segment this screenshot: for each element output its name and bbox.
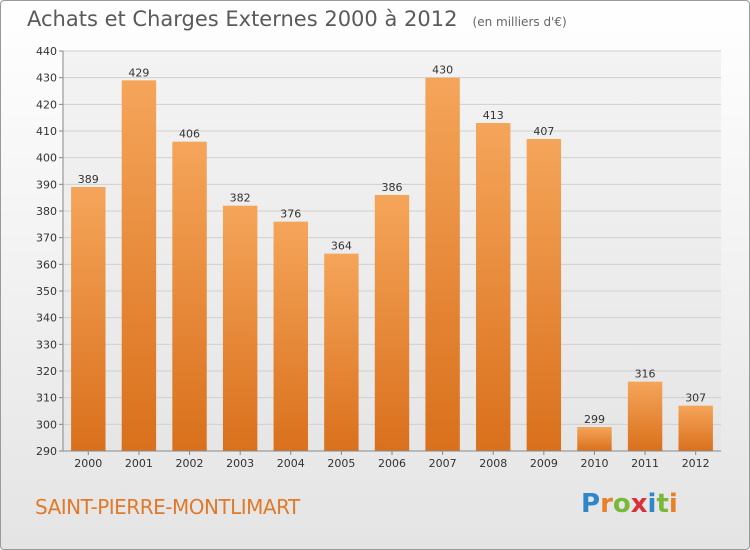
bar bbox=[324, 253, 359, 451]
logo-letter: i bbox=[647, 489, 657, 519]
chart-title: Achats et Charges Externes 2000 à 2012 bbox=[27, 7, 458, 31]
y-tick-label: 440 bbox=[36, 45, 57, 58]
y-tick-label: 350 bbox=[36, 285, 57, 298]
x-tick-label: 2004 bbox=[277, 457, 305, 470]
value-label: 389 bbox=[78, 173, 99, 186]
value-label: 430 bbox=[432, 64, 453, 77]
x-tick-label: 2011 bbox=[631, 457, 659, 470]
bar bbox=[526, 139, 562, 451]
bar bbox=[273, 221, 308, 451]
x-tick-label: 2009 bbox=[530, 457, 558, 470]
value-label: 407 bbox=[533, 125, 554, 138]
bar bbox=[374, 195, 410, 451]
x-tick-label: 2005 bbox=[327, 457, 355, 470]
bar bbox=[476, 123, 511, 451]
bar bbox=[172, 141, 207, 451]
logo-letter: i bbox=[668, 489, 678, 519]
x-tick-label: 2003 bbox=[226, 457, 254, 470]
value-label: 307 bbox=[685, 392, 706, 405]
value-label: 429 bbox=[128, 66, 149, 79]
x-axis: 2000 2001 2002 2003 2004 2005 2006 2007 2008 2009… bbox=[63, 450, 721, 470]
x-tick-label: 2012 bbox=[682, 457, 710, 470]
y-tick-label: 360 bbox=[36, 258, 57, 271]
y-tick-label: 420 bbox=[36, 98, 57, 111]
unit-label: (en milliers d'€) bbox=[472, 15, 567, 29]
y-tick-label: 400 bbox=[36, 152, 57, 165]
logo-letter: r bbox=[600, 489, 613, 519]
title-row: Achats et Charges Externes 2000 à 2012 (… bbox=[27, 7, 567, 31]
value-label: 364 bbox=[331, 240, 352, 253]
value-label: 316 bbox=[635, 368, 656, 381]
y-tick-label: 290 bbox=[36, 445, 57, 458]
value-labels: 389 429 406 382 376 364 386 430 413 407 299 316 307 bbox=[78, 64, 706, 426]
bar bbox=[627, 381, 663, 451]
x-tick-label: 2008 bbox=[479, 457, 507, 470]
value-label: 376 bbox=[280, 208, 301, 221]
y-tick-label: 310 bbox=[36, 392, 57, 405]
x-tick-label: 2006 bbox=[378, 457, 406, 470]
x-tick-label: 2001 bbox=[125, 457, 153, 470]
y-tick-label: 380 bbox=[36, 205, 57, 218]
y-tick-label: 410 bbox=[36, 125, 57, 138]
y-tick-label: 430 bbox=[36, 72, 57, 85]
value-label: 386 bbox=[382, 181, 403, 194]
value-label: 382 bbox=[230, 192, 251, 205]
logo-letter: x bbox=[630, 489, 648, 519]
logo-letter: P bbox=[581, 489, 601, 519]
x-tick-label: 2002 bbox=[176, 457, 204, 470]
proxiti-logo: Proxiti bbox=[581, 489, 678, 519]
bar bbox=[222, 205, 258, 451]
bar bbox=[121, 80, 157, 451]
y-tick-label: 330 bbox=[36, 338, 57, 351]
logo-letter: t bbox=[656, 489, 669, 519]
bar bbox=[425, 77, 460, 452]
y-tick-label: 370 bbox=[36, 232, 57, 245]
x-tick-label: 2007 bbox=[429, 457, 457, 470]
logo-letter: o bbox=[612, 489, 631, 519]
bar bbox=[678, 405, 713, 451]
y-axis: 290 300 310 320 330 340 350 360 370 380 390 400 410 4… bbox=[36, 45, 64, 458]
y-tick-label: 320 bbox=[36, 365, 57, 378]
value-label: 413 bbox=[483, 109, 504, 122]
y-tick-label: 300 bbox=[36, 418, 57, 431]
x-tick-label: 2010 bbox=[580, 457, 608, 470]
value-label: 299 bbox=[584, 413, 605, 426]
bar bbox=[71, 187, 106, 451]
value-label: 406 bbox=[179, 128, 200, 141]
city-name: SAINT-PIERRE-MONTLIMART bbox=[35, 495, 300, 519]
y-tick-label: 340 bbox=[36, 312, 57, 325]
x-tick-label: 2000 bbox=[74, 457, 102, 470]
bar bbox=[577, 427, 612, 451]
bars bbox=[71, 77, 713, 452]
y-tick-label: 390 bbox=[36, 178, 57, 191]
